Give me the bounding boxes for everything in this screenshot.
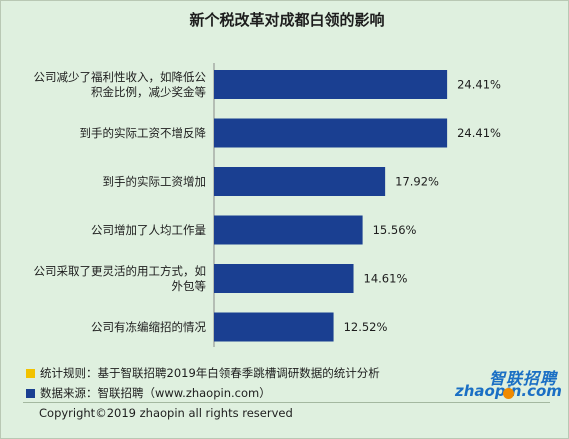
chart-title: 新个税改革对成都白领的影响 (189, 11, 384, 29)
chart-notes: 统计规则：基于智联招聘2019年白领春季跳槽调研数据的统计分析 数据来源：智联招… (26, 363, 380, 403)
bar-1 (214, 70, 448, 99)
data-label-4: 15.56% (373, 223, 417, 237)
data-label-2: 24.41% (457, 126, 501, 140)
data-label-5: 14.61% (364, 272, 408, 286)
data-source-text: 数据来源：智联招聘（www.zhaopin.com） (40, 386, 271, 400)
footer-divider (23, 402, 550, 403)
statistics-rule-text: 统计规则：基于智联招聘2019年白领春季跳槽调研数据的统计分析 (40, 366, 380, 380)
category-label-2: 到手的实际工资不增反降 (80, 126, 207, 140)
statistics-rule-note: 统计规则：基于智联招聘2019年白领春季跳槽调研数据的统计分析 (26, 363, 380, 383)
bar-2 (214, 118, 448, 148)
data-label-1: 24.41% (457, 78, 501, 92)
bar-6 (214, 312, 334, 342)
bar-4 (214, 215, 363, 245)
copyright-text: Copyright©2019 zhaopin all rights reserv… (39, 406, 293, 420)
category-label-1: 公司减少了福利性收入，如降低公积金比例，减少奖金等 (34, 70, 207, 99)
category-label-6: 公司有冻编缩招的情况 (91, 320, 206, 334)
logo-ball-icon (503, 388, 514, 399)
zhaopin-logo: 智联招聘 zhaopin.com (453, 365, 563, 403)
yellow-square-icon (26, 368, 35, 378)
logo-chinese-text: 智联招聘 (488, 369, 557, 388)
data-label-3: 17.92% (395, 175, 439, 189)
category-label-4: 公司增加了人均工作量 (91, 223, 206, 237)
data-label-6: 12.52% (344, 320, 388, 334)
category-label-5: 公司采取了更灵活的用工方式，如外包等 (34, 264, 207, 293)
bar-3 (214, 167, 386, 196)
category-label-3: 到手的实际工资增加 (103, 175, 207, 189)
blue-square-icon (26, 388, 35, 398)
bar-5 (214, 264, 354, 293)
data-source-note: 数据来源：智联招聘（www.zhaopin.com） (26, 383, 380, 403)
